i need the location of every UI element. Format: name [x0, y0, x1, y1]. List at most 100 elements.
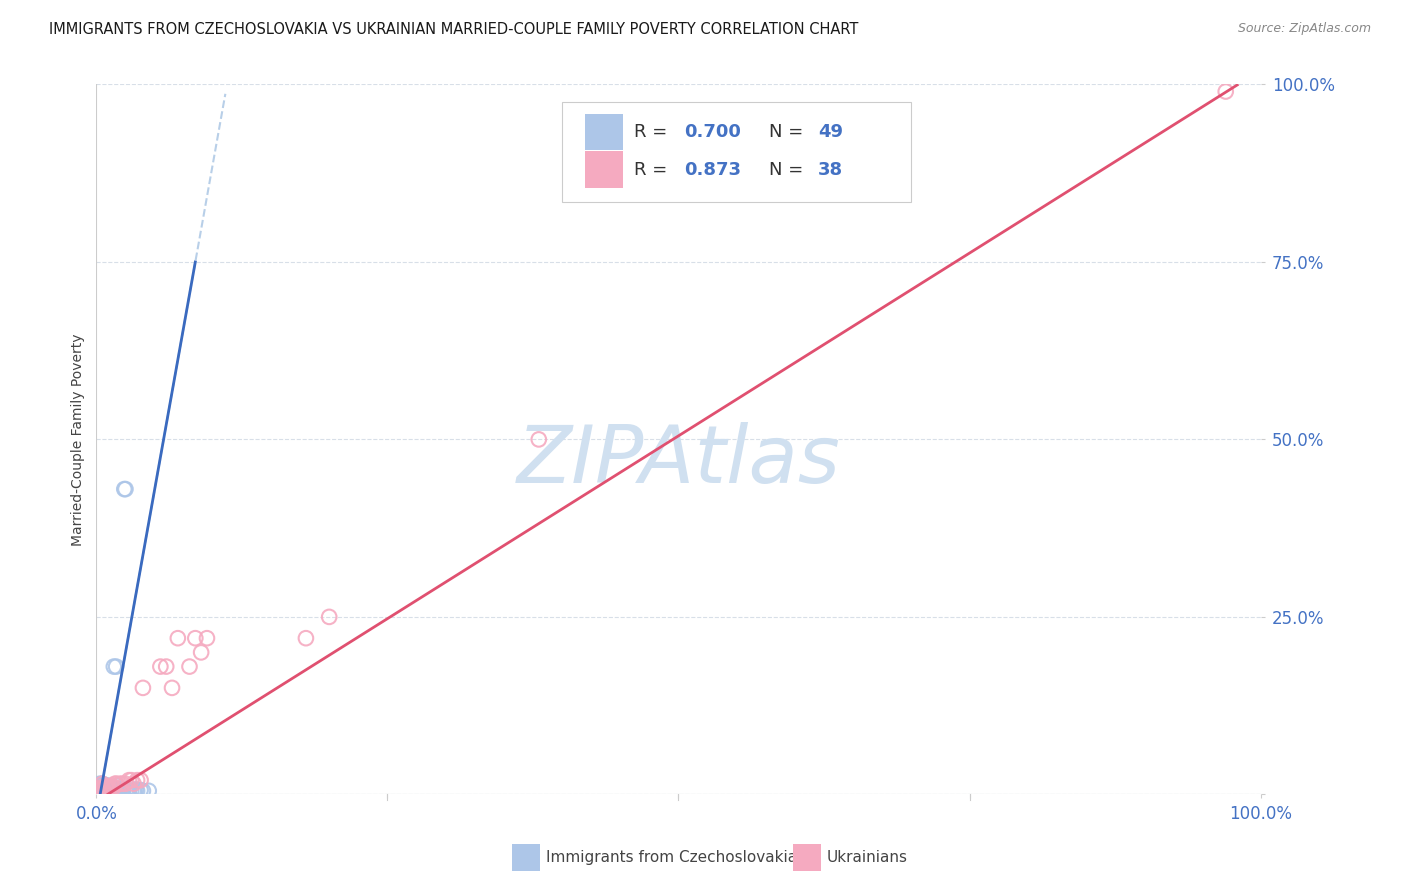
Text: R =: R = — [634, 161, 673, 178]
Text: 38: 38 — [818, 161, 844, 178]
FancyBboxPatch shape — [585, 113, 623, 151]
Text: N =: N = — [769, 123, 810, 141]
Point — [120, 784, 142, 798]
FancyBboxPatch shape — [585, 151, 623, 188]
Point — [97, 779, 120, 793]
Point — [155, 659, 177, 673]
Point — [118, 784, 141, 798]
Point — [527, 433, 550, 447]
Point — [190, 645, 212, 659]
Text: 0.700: 0.700 — [685, 123, 741, 141]
Point — [91, 784, 114, 798]
Point — [104, 777, 127, 791]
Point — [138, 784, 160, 798]
Point — [87, 781, 110, 796]
Point — [93, 780, 115, 795]
Point — [318, 610, 340, 624]
FancyBboxPatch shape — [562, 103, 911, 202]
Text: R =: R = — [634, 123, 673, 141]
Point — [90, 780, 112, 795]
Point — [90, 782, 112, 797]
Point — [91, 783, 114, 797]
Point — [94, 778, 117, 792]
Point — [87, 781, 110, 796]
Point — [103, 782, 125, 797]
Point — [122, 784, 145, 798]
Point — [129, 783, 152, 797]
Point — [184, 631, 207, 645]
Point — [132, 681, 155, 695]
Point — [91, 781, 114, 796]
Point — [86, 784, 108, 798]
Point — [97, 780, 120, 795]
Text: 49: 49 — [818, 123, 844, 141]
Point — [132, 784, 155, 798]
Point — [108, 777, 131, 791]
Point — [111, 784, 134, 798]
Point — [91, 777, 114, 791]
Point — [120, 773, 142, 788]
Point — [149, 659, 172, 673]
Point — [91, 779, 114, 793]
Point — [93, 784, 115, 798]
Point — [127, 784, 149, 798]
Point — [105, 777, 128, 791]
Point — [118, 773, 141, 788]
Point — [89, 784, 111, 798]
Point — [103, 659, 125, 673]
Point — [94, 782, 117, 797]
Point — [127, 773, 149, 788]
Point — [160, 681, 183, 695]
Point — [91, 777, 114, 791]
Point — [89, 777, 111, 791]
Point — [98, 783, 121, 797]
Point — [179, 659, 201, 673]
Point — [97, 783, 120, 797]
Point — [103, 780, 125, 795]
Point — [117, 784, 139, 798]
Point — [90, 779, 112, 793]
Point — [104, 784, 127, 798]
Point — [105, 659, 128, 673]
Point — [110, 781, 132, 796]
Text: 0.873: 0.873 — [685, 161, 741, 178]
Point — [87, 779, 110, 793]
Point — [1215, 85, 1237, 99]
Point — [105, 783, 128, 797]
Text: Immigrants from Czechoslovakia: Immigrants from Czechoslovakia — [546, 850, 797, 864]
Point — [195, 631, 218, 645]
Y-axis label: Married-Couple Family Poverty: Married-Couple Family Poverty — [72, 333, 86, 546]
Point — [107, 782, 129, 797]
Point — [105, 779, 128, 793]
Point — [96, 781, 118, 796]
Point — [295, 631, 318, 645]
Point — [112, 482, 135, 496]
Point — [122, 777, 145, 791]
Point — [94, 779, 117, 793]
Text: Source: ZipAtlas.com: Source: ZipAtlas.com — [1237, 22, 1371, 36]
Point — [93, 780, 115, 795]
Point — [114, 777, 136, 791]
Point — [101, 784, 124, 798]
Point — [111, 777, 134, 791]
Point — [108, 783, 131, 797]
Text: IMMIGRANTS FROM CZECHOSLOVAKIA VS UKRAINIAN MARRIED-COUPLE FAMILY POVERTY CORREL: IMMIGRANTS FROM CZECHOSLOVAKIA VS UKRAIN… — [49, 22, 859, 37]
Point — [125, 782, 148, 797]
Point — [166, 631, 188, 645]
Point — [98, 781, 121, 796]
Point — [89, 780, 111, 795]
Text: ZIPAtlas: ZIPAtlas — [516, 422, 841, 500]
Point — [100, 782, 122, 797]
Text: N =: N = — [769, 161, 810, 178]
Point — [91, 782, 114, 797]
Point — [89, 783, 111, 797]
Point — [114, 482, 136, 496]
Point — [91, 781, 114, 796]
Point — [86, 784, 108, 798]
Point — [86, 780, 108, 795]
Point — [98, 780, 121, 795]
Point — [96, 780, 118, 795]
Text: Ukrainians: Ukrainians — [827, 850, 908, 864]
Point — [112, 782, 135, 797]
Point — [98, 782, 121, 797]
